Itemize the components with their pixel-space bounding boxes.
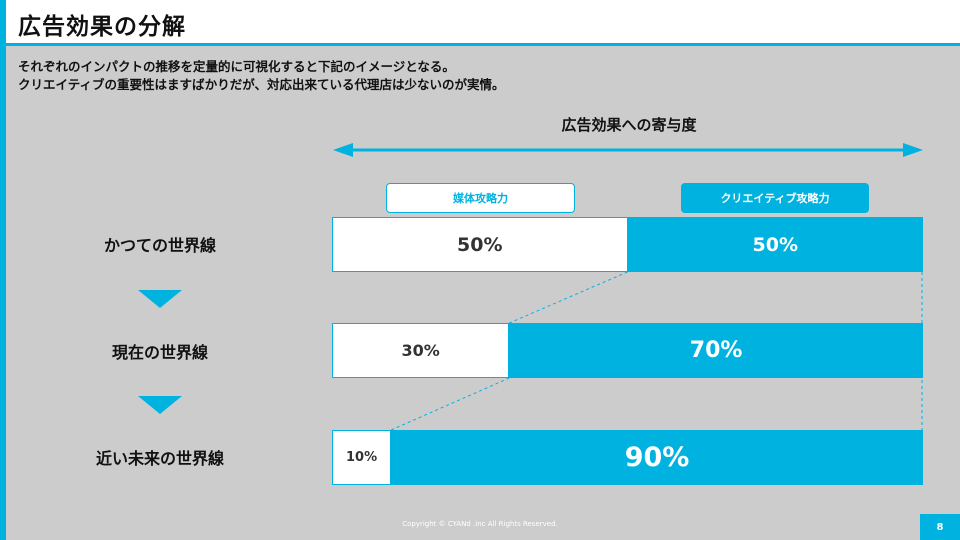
legend-media-strategy: 媒体攻略力 xyxy=(386,183,575,213)
stacked-bar-1: 50% 50% xyxy=(332,217,923,272)
row-label-1: かつての世界線 xyxy=(103,236,216,255)
left-accent-strip xyxy=(0,0,6,540)
stacked-bar-2: 30% 70% xyxy=(332,323,923,378)
down-arrow-icon xyxy=(138,290,182,308)
media-segment-3: 10% xyxy=(332,430,392,485)
page-title: 広告効果の分解 xyxy=(18,14,186,40)
creative-segment-1: 50% xyxy=(627,217,923,272)
double-arrow-icon xyxy=(333,143,923,157)
description: それぞれのインパクトの推移を定量的に可視化すると下記のイメージとなる。 クリエイ… xyxy=(18,58,505,94)
legend-creative-strategy: クリエイティブ攻略力 xyxy=(681,183,869,213)
copyright-footer: Copyright © CYANd .inc All Rights Reserv… xyxy=(402,520,558,528)
title-bar: 広告効果の分解 xyxy=(6,0,960,46)
row-label-2: 現在の世界線 xyxy=(111,343,208,362)
split-connector-line xyxy=(509,271,628,324)
axis-label: 広告効果への寄与度 xyxy=(561,116,697,134)
creative-segment-2: 70% xyxy=(509,323,923,378)
creative-segment-3: 90% xyxy=(391,430,923,485)
split-connector-line xyxy=(390,377,510,431)
row-label-3: 近い未来の世界線 xyxy=(95,449,224,468)
down-arrow-icon xyxy=(138,396,182,414)
description-line-2: クリエイティブの重要性はますばかりだが、対応出来ている代理店は少ないのが実情。 xyxy=(18,77,505,92)
media-segment-2: 30% xyxy=(332,323,510,378)
page-number: 8 xyxy=(920,514,960,540)
stacked-bar-3: 10% 90% xyxy=(332,430,923,485)
media-segment-1: 50% xyxy=(332,217,628,272)
description-line-1: それぞれのインパクトの推移を定量的に可視化すると下記のイメージとなる。 xyxy=(18,59,455,74)
